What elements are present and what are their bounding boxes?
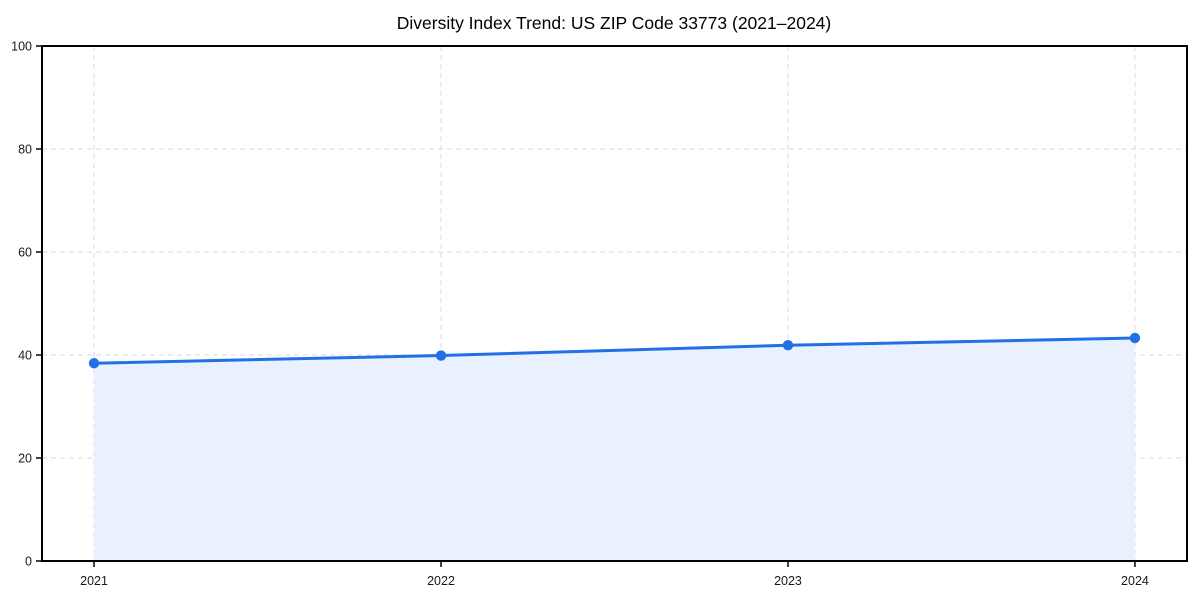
y-tick-label: 60: [18, 246, 32, 260]
y-tick-label: 100: [11, 40, 32, 54]
spine-layer: [41, 45, 1188, 562]
x-tick-label: 2021: [80, 574, 108, 588]
x-tick-label: 2023: [774, 574, 802, 588]
marker-layer: [88, 332, 1141, 369]
area-layer: [94, 338, 1135, 561]
data-point-marker: [88, 358, 100, 369]
x-tick-label: 2022: [427, 574, 455, 588]
plot-border: [41, 45, 1188, 562]
y-tick-label: 40: [18, 349, 32, 363]
x-tick-label: 2024: [1121, 574, 1149, 588]
data-point-marker: [782, 340, 794, 351]
data-point-marker: [1129, 332, 1141, 344]
area-fill: [94, 338, 1135, 561]
y-tick-label: 80: [18, 143, 32, 157]
data-point-marker: [435, 350, 447, 361]
line-layer: [92, 336, 1137, 365]
y-tick-label: 20: [18, 452, 32, 466]
y-tick-label: 0: [25, 555, 32, 569]
tick-layer: [36, 45, 1136, 567]
chart-title: Diversity Index Trend: US ZIP Code 33773…: [397, 13, 832, 33]
label-layer: 0 20 40 60 80 100 2021 2022 2023 2024: [11, 40, 1149, 589]
trend-line: [92, 336, 1137, 365]
